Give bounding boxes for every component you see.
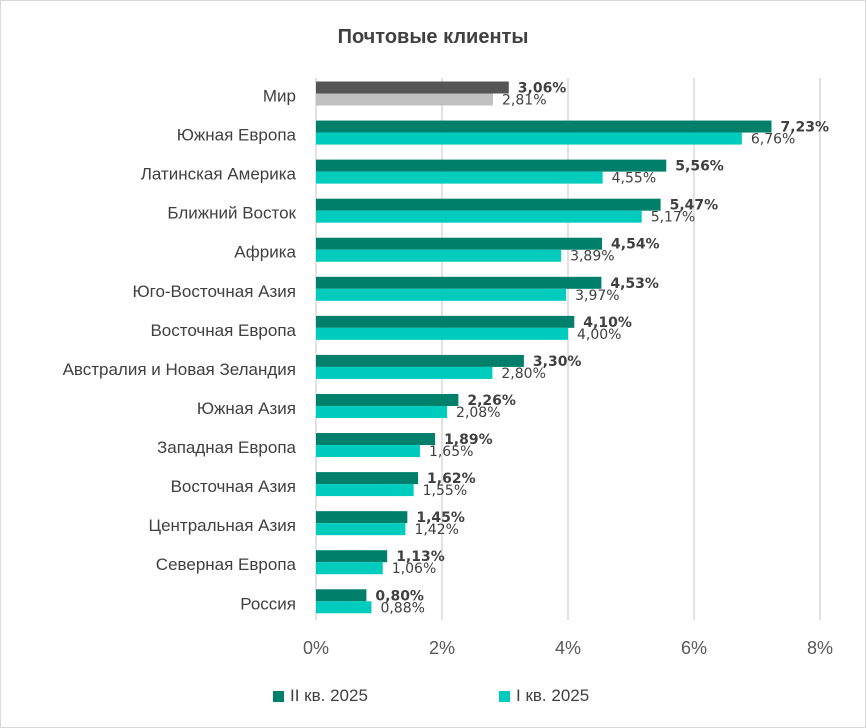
data-label: 1,89%: [444, 432, 493, 448]
category-label: Северная Европа: [156, 555, 297, 574]
bar-series1: [316, 472, 419, 485]
category-label: Восточная Азия: [171, 477, 296, 496]
bar-series1: [316, 511, 408, 524]
data-label: 1,42%: [414, 522, 458, 538]
bar-series2: [316, 562, 383, 575]
category-label: Латинская Америка: [141, 165, 297, 184]
bar-series2: [316, 484, 414, 497]
data-label: 5,47%: [670, 198, 719, 214]
category-label: Австралия и Новая Зеландия: [63, 360, 296, 379]
data-label: 2,26%: [467, 393, 516, 409]
bar-series1: [316, 550, 388, 563]
data-label: 1,65%: [429, 444, 473, 460]
category-label: Ближний Восток: [167, 204, 296, 223]
data-label: 1,55%: [423, 483, 467, 499]
data-label: 0,88%: [380, 600, 424, 616]
legend-item-series1: II кв. 2025: [273, 686, 368, 706]
category-label: Мир: [263, 87, 296, 106]
category-label: Центральная Азия: [149, 516, 297, 535]
bar-series2: [316, 249, 562, 262]
bar-series2: [316, 132, 742, 145]
data-label: 3,97%: [575, 288, 619, 304]
legend-label-series1: II кв. 2025: [290, 686, 368, 705]
data-label: 1,45%: [416, 510, 465, 526]
legend-label-series2: I кв. 2025: [516, 686, 590, 705]
category-label: Западная Европа: [157, 438, 297, 457]
data-label: 4,55%: [612, 171, 656, 187]
x-tick-label: 6%: [681, 638, 707, 658]
bar-series2: [316, 288, 567, 301]
bar-series1: [316, 120, 772, 133]
bar-series2: [316, 523, 406, 536]
legend-swatch-series2: [499, 690, 510, 702]
data-label: 4,53%: [610, 276, 659, 292]
category-label: Южная Европа: [177, 126, 297, 145]
bar-series1: [316, 159, 667, 172]
legend-swatch-series1: [273, 690, 284, 702]
x-tick-label: 2%: [429, 638, 455, 658]
data-label: 1,62%: [427, 471, 476, 487]
category-label: Россия: [240, 594, 296, 613]
data-label: 7,23%: [780, 120, 829, 136]
bar-series1: [316, 354, 524, 367]
legend-item-series2: I кв. 2025: [499, 686, 589, 706]
bar-series1: [316, 237, 603, 250]
data-label: 2,81%: [502, 93, 546, 109]
x-tick-label: 8%: [807, 638, 833, 658]
data-label: 0,80%: [375, 588, 424, 604]
x-tick-label: 0%: [303, 638, 329, 658]
bar-series1: [316, 276, 602, 289]
data-label: 4,00%: [577, 327, 621, 343]
bar-series2: [316, 327, 568, 340]
data-label: 3,30%: [533, 354, 582, 370]
bar-series2: [316, 93, 494, 106]
category-label: Восточная Европа: [150, 321, 296, 340]
bar-series1: [316, 81, 509, 94]
bar-series2: [316, 210, 642, 223]
x-tick-label: 4%: [555, 638, 581, 658]
bar-series1: [316, 433, 436, 446]
data-label: 1,06%: [392, 561, 436, 577]
bar-series1: [316, 315, 575, 328]
data-label: 5,56%: [675, 159, 724, 175]
data-label: 2,08%: [456, 405, 500, 421]
data-label: 3,06%: [518, 81, 567, 97]
category-label: Африка: [234, 243, 296, 262]
data-label: 4,54%: [611, 237, 660, 253]
category-label: Юго-Восточная Азия: [132, 282, 296, 301]
bar-series2: [316, 171, 603, 184]
bar-series2: [316, 601, 372, 614]
data-label: 5,17%: [651, 210, 695, 226]
legend: II кв. 2025 I кв. 2025: [0, 686, 866, 710]
bar-series1: [316, 589, 367, 602]
data-label: 6,76%: [751, 132, 795, 148]
data-label: 2,80%: [501, 366, 545, 382]
data-label: 4,10%: [583, 315, 632, 331]
data-label: 1,13%: [396, 549, 445, 565]
bar-series2: [316, 366, 493, 379]
data-label: 3,89%: [570, 249, 614, 265]
category-label: Южная Азия: [197, 399, 296, 418]
bar-series1: [316, 393, 459, 406]
bar-series2: [316, 405, 448, 418]
bar-series1: [316, 198, 661, 211]
chart-title: Почтовые клиенты: [337, 26, 529, 48]
bar-series2: [316, 445, 420, 458]
